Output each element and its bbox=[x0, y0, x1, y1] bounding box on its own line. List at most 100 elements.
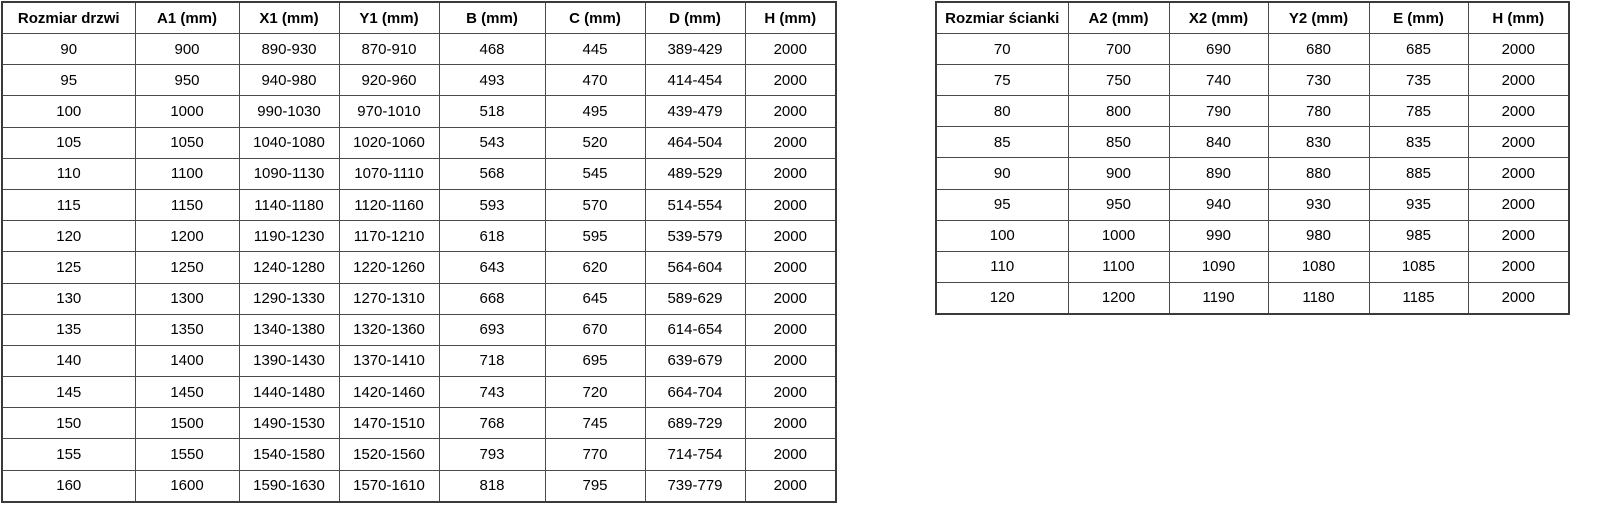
table-cell: 935 bbox=[1368, 188, 1469, 221]
table-cell: 570 bbox=[544, 188, 646, 222]
table-cell: 1270-1310 bbox=[338, 282, 440, 315]
table-cell: 940 bbox=[1168, 188, 1269, 221]
table-cell: 618 bbox=[438, 220, 546, 253]
wall-size-table: Rozmiar ścianki A2 (mm) X2 (mm) Y2 (mm) E (m… bbox=[935, 1, 1570, 315]
header-row: Rozmiar drzwi A1 (mm) X1 (mm) Y1 (mm) B (mm)… bbox=[1, 1, 837, 34]
table-cell: 110 bbox=[935, 250, 1069, 283]
table-cell: 643 bbox=[438, 251, 546, 284]
table-cell: 1100 bbox=[134, 157, 240, 190]
table-cell: 135 bbox=[1, 313, 136, 346]
table-cell: 589-629 bbox=[644, 282, 746, 315]
table-cell: 1540-1580 bbox=[238, 438, 340, 471]
table-cell: 545 bbox=[544, 157, 646, 190]
table-cell: 1340-1380 bbox=[238, 313, 340, 346]
table-cell: 980 bbox=[1267, 219, 1370, 252]
table-cell: 1520-1560 bbox=[338, 438, 440, 471]
table-cell: 1300 bbox=[134, 282, 240, 315]
wall-size-table-container: Rozmiar ścianki A2 (mm) X2 (mm) Y2 (mm) E (m… bbox=[935, 1, 1570, 315]
table-cell: 695 bbox=[544, 344, 646, 378]
table-row: 150 1500 1490-1530 1470-1510 768 745 689-729 20… bbox=[1, 407, 837, 440]
table-cell: 835 bbox=[1368, 126, 1469, 159]
table-cell: 150 bbox=[1, 407, 136, 440]
header-cell: Y2 (mm) bbox=[1267, 1, 1370, 34]
table-cell: 1450 bbox=[134, 376, 240, 409]
table-cell: 735 bbox=[1368, 64, 1469, 97]
table-cell: 1420-1460 bbox=[338, 376, 440, 409]
table-cell: 850 bbox=[1067, 126, 1170, 159]
table-cell: 2000 bbox=[1467, 281, 1570, 315]
table-cell: 468 bbox=[438, 32, 546, 66]
table-cell: 2000 bbox=[744, 126, 837, 159]
table-cell: 489-529 bbox=[644, 157, 746, 190]
table-cell: 75 bbox=[935, 64, 1069, 97]
table-row: 115 1150 1140-1180 1120-1160 593 570 514-554 20… bbox=[1, 188, 837, 222]
header-cell: H (mm) bbox=[1467, 1, 1570, 34]
table-cell: 890-930 bbox=[238, 32, 340, 66]
table-cell: 1085 bbox=[1368, 250, 1469, 283]
header-cell: A2 (mm) bbox=[1067, 1, 1170, 34]
table-cell: 493 bbox=[438, 64, 546, 97]
table-cell: 840 bbox=[1168, 126, 1269, 159]
table-cell: 145 bbox=[1, 376, 136, 409]
table-cell: 125 bbox=[1, 251, 136, 284]
table-cell: 1590-1630 bbox=[238, 469, 340, 503]
table-cell: 1200 bbox=[134, 220, 240, 253]
table-cell: 464-504 bbox=[644, 126, 746, 159]
table-cell: 890 bbox=[1168, 157, 1269, 190]
table-cell: 1190-1230 bbox=[238, 220, 340, 253]
table-row: 70 700 690 680 685 2000 bbox=[935, 32, 1570, 66]
table-cell: 95 bbox=[1, 64, 136, 97]
header-cell: A1 (mm) bbox=[134, 1, 240, 34]
table-cell: 900 bbox=[1067, 157, 1170, 190]
table-row: 105 1050 1040-1080 1020-1060 543 520 464-504 20… bbox=[1, 126, 837, 159]
table-cell: 1150 bbox=[134, 188, 240, 222]
table-cell: 739-779 bbox=[644, 469, 746, 503]
table-cell: 2000 bbox=[744, 251, 837, 284]
table-cell: 700 bbox=[1067, 32, 1170, 66]
table-cell: 2000 bbox=[744, 220, 837, 253]
table-cell: 785 bbox=[1368, 95, 1469, 128]
table-cell: 1180 bbox=[1267, 281, 1370, 315]
table-cell: 870-910 bbox=[338, 32, 440, 66]
table-cell: 110 bbox=[1, 157, 136, 190]
table-cell: 664-704 bbox=[644, 376, 746, 409]
table-row: 160 1600 1590-1630 1570-1610 818 795 739-779 20… bbox=[1, 469, 837, 503]
table-cell: 2000 bbox=[1467, 157, 1570, 190]
table-cell: 1250 bbox=[134, 251, 240, 284]
table-cell: 2000 bbox=[744, 64, 837, 97]
table-cell: 2000 bbox=[744, 157, 837, 190]
table-cell: 2000 bbox=[1467, 32, 1570, 66]
table-cell: 793 bbox=[438, 438, 546, 471]
table-cell: 120 bbox=[1, 220, 136, 253]
table-cell: 130 bbox=[1, 282, 136, 315]
table-cell: 1400 bbox=[134, 344, 240, 378]
table-row: 80 800 790 780 785 2000 bbox=[935, 95, 1570, 128]
table-row: 135 1350 1340-1380 1320-1360 693 670 614-654 20… bbox=[1, 313, 837, 346]
door-table-body: 90 900 890-930 870-910 468 445 389-429 2000 95 95… bbox=[1, 32, 837, 503]
table-cell: 1550 bbox=[134, 438, 240, 471]
table-row: 95 950 940-980 920-960 493 470 414-454 2000 bbox=[1, 64, 837, 97]
table-cell: 2000 bbox=[744, 313, 837, 346]
wall-table-body: 70 700 690 680 685 2000 75 750 740 730 735 2000 80 80… bbox=[935, 32, 1570, 315]
table-cell: 1200 bbox=[1067, 281, 1170, 315]
table-cell: 439-479 bbox=[644, 95, 746, 128]
table-cell: 1240-1280 bbox=[238, 251, 340, 284]
table-cell: 2000 bbox=[744, 282, 837, 315]
table-cell: 100 bbox=[935, 219, 1069, 252]
table-cell: 1170-1210 bbox=[338, 220, 440, 253]
table-cell: 1220-1260 bbox=[338, 251, 440, 284]
table-row: 90 900 890-930 870-910 468 445 389-429 2000 bbox=[1, 32, 837, 66]
table-row: 130 1300 1290-1330 1270-1310 668 645 589-629 20… bbox=[1, 282, 837, 315]
door-table-header: Rozmiar drzwi A1 (mm) X1 (mm) Y1 (mm) B (mm)… bbox=[1, 1, 837, 34]
table-cell: 1390-1430 bbox=[238, 344, 340, 378]
table-cell: 950 bbox=[134, 64, 240, 97]
table-cell: 670 bbox=[544, 313, 646, 346]
table-cell: 1120-1160 bbox=[338, 188, 440, 222]
table-cell: 940-980 bbox=[238, 64, 340, 97]
table-cell: 920-960 bbox=[338, 64, 440, 97]
table-cell: 2000 bbox=[1467, 188, 1570, 221]
table-cell: 543 bbox=[438, 126, 546, 159]
table-cell: 614-654 bbox=[644, 313, 746, 346]
table-cell: 2000 bbox=[1467, 250, 1570, 283]
table-cell: 593 bbox=[438, 188, 546, 222]
